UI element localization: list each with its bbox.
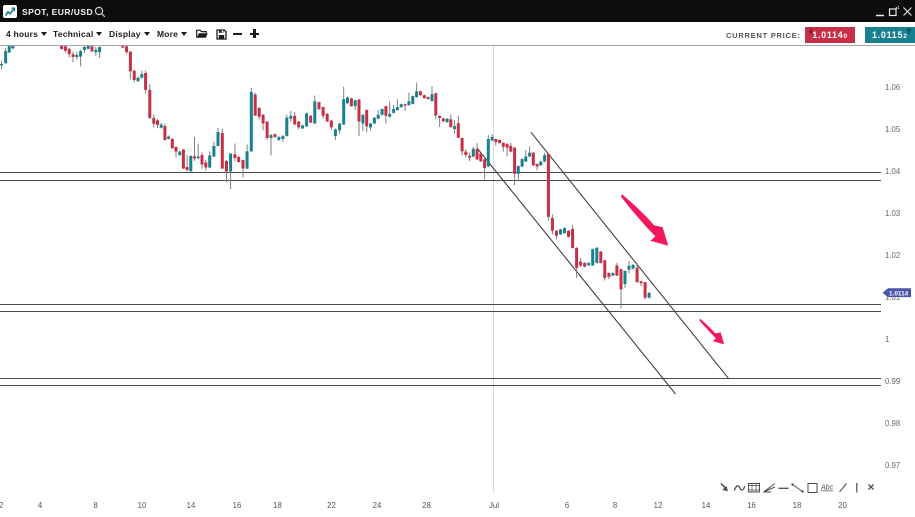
svg-text:1.0114: 1.0114	[889, 290, 909, 297]
svg-text:10: 10	[138, 501, 147, 510]
svg-text:24: 24	[373, 501, 382, 510]
svg-text:2: 2	[0, 501, 3, 510]
svg-text:1.01: 1.01	[885, 293, 900, 302]
svg-text:20: 20	[838, 501, 847, 510]
svg-text:14: 14	[187, 501, 196, 510]
svg-text:12: 12	[654, 501, 663, 510]
svg-text:1.02: 1.02	[885, 251, 900, 260]
svg-text:1.05: 1.05	[885, 125, 901, 134]
svg-text:4: 4	[38, 501, 43, 510]
svg-text:14: 14	[702, 501, 711, 510]
svg-text:28: 28	[422, 501, 431, 510]
svg-text:18: 18	[793, 501, 802, 510]
svg-text:1.04: 1.04	[885, 167, 901, 176]
svg-text:6: 6	[565, 501, 569, 510]
svg-text:18: 18	[273, 501, 282, 510]
svg-text:1: 1	[885, 335, 889, 344]
svg-text:Jul: Jul	[489, 501, 499, 510]
svg-text:8: 8	[613, 501, 617, 510]
svg-text:16: 16	[747, 501, 756, 510]
svg-text:8: 8	[93, 501, 97, 510]
svg-text:0.97: 0.97	[885, 461, 900, 470]
svg-text:22: 22	[327, 501, 336, 510]
svg-text:Abc: Abc	[820, 485, 834, 492]
svg-text:1.06: 1.06	[885, 83, 900, 92]
svg-text:0.99: 0.99	[885, 377, 900, 386]
svg-text:1.03: 1.03	[885, 209, 900, 218]
svg-text:0.98: 0.98	[885, 419, 900, 428]
svg-text:16: 16	[233, 501, 242, 510]
